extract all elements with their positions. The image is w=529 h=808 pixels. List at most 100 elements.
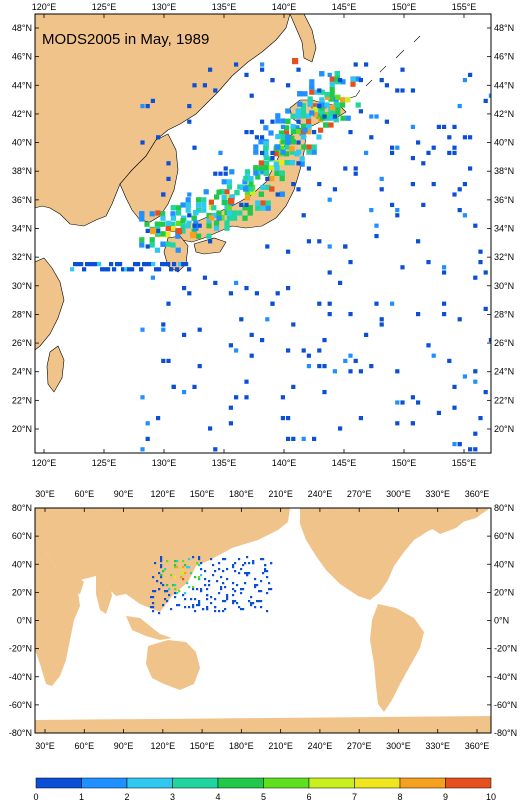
obs-cell xyxy=(256,584,259,587)
obs-cell xyxy=(249,130,254,135)
obs-cell xyxy=(260,590,263,593)
obs-cell xyxy=(447,358,452,363)
obs-cell xyxy=(324,102,330,108)
obs-cell xyxy=(262,572,265,575)
obs-cell xyxy=(270,119,275,124)
obs-cell xyxy=(400,265,405,270)
obs-cell xyxy=(258,165,264,171)
obs-cell xyxy=(246,572,249,575)
obs-cell xyxy=(457,317,462,322)
obs-cell xyxy=(431,182,436,187)
obs-cell xyxy=(222,558,225,561)
obs-cell xyxy=(369,135,374,140)
obs-cell xyxy=(178,262,183,267)
obs-cell xyxy=(213,280,218,285)
obs-cell xyxy=(192,83,197,88)
obs-cell xyxy=(236,602,239,605)
obs-cell xyxy=(85,262,90,267)
obs-cell xyxy=(322,338,327,343)
obs-cell xyxy=(290,124,296,130)
colorbar-segment xyxy=(263,777,310,789)
obs-cell xyxy=(214,194,220,200)
obs-cell xyxy=(180,218,186,224)
obs-cell xyxy=(224,608,227,611)
obs-cell xyxy=(232,588,235,591)
obs-cell xyxy=(232,215,238,221)
obs-cell xyxy=(260,119,265,124)
obs-cell xyxy=(311,144,317,150)
obs-cell xyxy=(319,110,325,116)
obs-cell xyxy=(260,62,265,67)
obs-cell xyxy=(239,202,244,207)
obs-cell xyxy=(353,171,358,176)
obs-cell xyxy=(154,562,157,565)
obs-cell xyxy=(156,580,159,583)
obs-cell xyxy=(244,202,249,207)
obs-cell xyxy=(285,134,291,140)
obs-cell xyxy=(242,215,248,221)
obs-cell xyxy=(330,110,336,116)
obs-cell xyxy=(219,215,225,221)
lon-tick-label: 140°E xyxy=(272,458,297,468)
obs-cell xyxy=(79,262,84,267)
obs-cell xyxy=(234,600,237,603)
obs-cell xyxy=(280,124,285,129)
obs-cell xyxy=(311,103,317,109)
obs-cell xyxy=(442,265,447,270)
obs-cell xyxy=(296,187,301,192)
obs-cell xyxy=(295,108,301,114)
obs-cell xyxy=(226,598,229,601)
japan-global xyxy=(176,560,186,576)
obs-cell xyxy=(410,88,415,93)
obs-cell xyxy=(275,118,281,124)
lon-tick-label: 180°E xyxy=(229,741,254,751)
obs-cell xyxy=(221,194,227,200)
lat-tick-label: 0°N xyxy=(494,616,509,626)
obs-cell xyxy=(140,327,145,332)
obs-cell xyxy=(316,113,322,119)
obs-cell xyxy=(160,558,163,561)
obs-cell xyxy=(174,588,177,591)
obs-cell xyxy=(184,262,189,267)
lon-tick-label: 135°E xyxy=(212,458,237,468)
obs-cell xyxy=(242,588,245,591)
obs-cell xyxy=(200,588,203,591)
obs-cell xyxy=(160,556,163,559)
obs-cell xyxy=(340,102,346,108)
obs-cell xyxy=(193,225,199,231)
obs-cell xyxy=(198,558,201,561)
lat-tick-label: 48°N xyxy=(12,23,32,33)
lat-tick-label: -60°N xyxy=(494,700,517,710)
obs-cell xyxy=(165,226,171,232)
obs-cell xyxy=(280,416,285,421)
lon-tick-label: 300°E xyxy=(386,741,411,751)
obs-cell xyxy=(252,562,255,565)
obs-cell xyxy=(248,562,251,565)
obs-cell xyxy=(395,369,400,374)
obs-cell xyxy=(317,104,322,109)
obs-cell xyxy=(152,590,155,593)
obs-cell xyxy=(400,400,405,405)
obs-cell xyxy=(169,267,174,272)
obs-cell xyxy=(145,436,150,441)
antarctica xyxy=(35,716,491,733)
lat-tick-label: 46°N xyxy=(12,52,32,62)
obs-cell xyxy=(348,130,353,135)
obs-cell xyxy=(198,564,201,567)
obs-cell xyxy=(186,582,189,585)
lat-tick-label: 20°N xyxy=(494,587,514,597)
obs-cell xyxy=(238,606,241,609)
obs-cell xyxy=(185,207,191,213)
obs-cell xyxy=(170,242,176,248)
obs-cell xyxy=(322,114,327,119)
obs-cell xyxy=(145,421,150,426)
lon-tick-label: 150°E xyxy=(190,741,215,751)
obs-cell xyxy=(473,431,478,436)
obs-cell xyxy=(410,124,415,129)
obs-cell xyxy=(206,218,212,224)
obs-cell xyxy=(164,568,167,571)
obs-cell xyxy=(374,114,379,119)
obs-cell xyxy=(268,582,271,585)
obs-cell xyxy=(181,262,186,267)
obs-cell xyxy=(270,301,275,306)
